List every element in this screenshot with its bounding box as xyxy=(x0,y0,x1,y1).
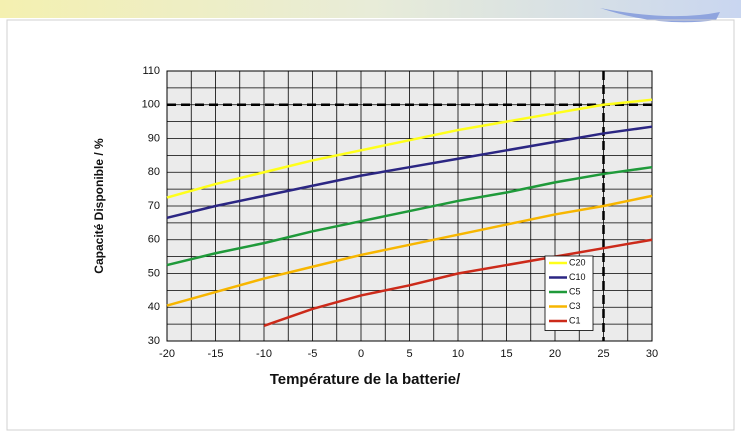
y-tick-label: 90 xyxy=(148,132,160,144)
series-line xyxy=(166,165,653,267)
legend-label: C10 xyxy=(569,272,586,282)
x-axis-label: Température de la batterie/ xyxy=(270,371,461,388)
series-line xyxy=(166,194,653,307)
x-tick-label: 30 xyxy=(646,348,658,360)
y-tick-label: 80 xyxy=(148,166,160,178)
series-line xyxy=(166,125,653,220)
y-tick-label: 100 xyxy=(142,99,160,111)
header-band xyxy=(0,0,741,18)
y-tick-label: 40 xyxy=(148,301,160,313)
x-tick-label: 20 xyxy=(549,348,561,360)
x-tick-label: 15 xyxy=(500,348,512,360)
x-tick-label: -15 xyxy=(208,348,224,360)
x-tick-label: 5 xyxy=(406,348,412,360)
y-tick-label: 70 xyxy=(148,200,160,212)
header-swoosh xyxy=(600,8,720,23)
x-tick-label: -10 xyxy=(256,348,272,360)
y-axis-label: Capacité Disponible / % xyxy=(92,138,106,274)
legend-label: C3 xyxy=(569,301,581,311)
y-tick-label: 60 xyxy=(148,234,160,246)
frame xyxy=(6,19,735,431)
x-tick-label: 10 xyxy=(452,348,464,360)
x-tick-label: 25 xyxy=(597,348,609,360)
legend-label: C1 xyxy=(569,315,581,325)
y-tick-label: 30 xyxy=(148,335,160,347)
y-tick-label: 110 xyxy=(142,65,160,77)
x-tick-label: 0 xyxy=(358,348,364,360)
legend-label: C20 xyxy=(569,257,586,267)
series-line xyxy=(166,98,653,199)
legend-label: C5 xyxy=(569,286,581,296)
x-tick-label: -20 xyxy=(159,348,175,360)
y-tick-label: 50 xyxy=(148,267,160,279)
series-line xyxy=(263,238,653,327)
x-tick-label: -5 xyxy=(308,348,318,360)
